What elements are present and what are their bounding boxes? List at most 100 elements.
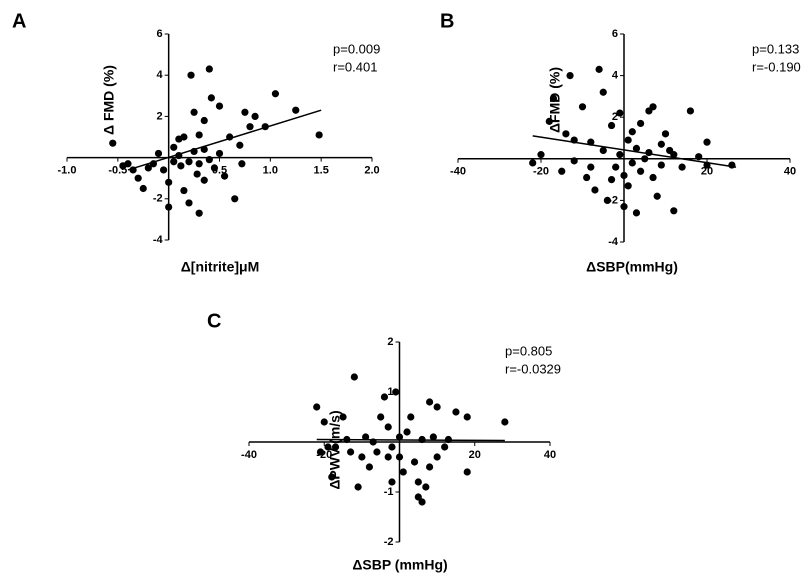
y-tick-label: 6 [157,28,163,40]
point [195,160,203,168]
point [185,199,193,207]
point [570,157,578,165]
point [195,131,203,139]
point [657,140,665,148]
point [238,160,246,168]
point [414,493,422,501]
point [463,413,471,421]
point [632,144,641,152]
point [607,176,616,184]
x-tick-label: -1.0 [58,165,77,177]
point [315,131,323,139]
annotation: r=-0.190 [752,59,801,74]
point [185,158,193,166]
y-tick-label: -4 [153,234,164,246]
point [320,418,328,426]
point [362,433,370,441]
x-tick-label: -40 [450,166,466,178]
point [365,463,373,471]
point [165,178,173,186]
point [144,164,152,172]
point [324,443,332,451]
point [661,130,670,138]
point [649,103,657,111]
point [246,123,254,131]
point [452,408,460,416]
point [529,159,537,167]
y-tick-label: -2 [153,193,163,205]
y-tick-label: -2 [384,536,394,548]
point [399,468,407,476]
point [395,433,404,441]
point [316,448,325,456]
point [599,88,607,96]
point [607,121,616,130]
y-tick-label: 1 [387,386,393,398]
fit-line [316,438,505,442]
point [220,172,229,180]
point [215,149,224,158]
point [595,65,603,73]
point [637,119,645,128]
point [215,102,224,110]
point [407,413,415,421]
point [422,483,430,491]
point [154,149,163,158]
point [292,106,300,114]
point [159,166,168,174]
annotation: p=0.009 [333,41,380,56]
point [200,176,208,184]
y-tick-label: 2 [387,336,393,348]
point [591,186,599,194]
point [109,139,117,147]
point [549,94,558,103]
point [599,146,607,155]
annotation: p=0.133 [752,41,799,56]
point [187,71,195,79]
point [180,186,188,195]
point [649,173,657,182]
point [190,108,198,116]
point [441,443,449,451]
point [624,182,632,190]
y-tick-label: 4 [612,70,619,82]
x-tick-label: 40 [544,449,556,461]
point [703,138,711,146]
point [384,453,392,461]
point [200,116,208,125]
y-tick-label: -2 [608,194,618,206]
point [637,167,645,175]
point [603,196,612,204]
annotation: r=0.401 [333,59,377,74]
point [358,453,366,461]
point [433,453,441,461]
point [566,72,574,80]
point [463,468,471,476]
point [641,155,649,163]
annotation: p=0.805 [505,343,552,358]
point [612,163,620,171]
y-axis-label: ΔPWV (m/s) [327,410,343,489]
point [403,428,411,436]
x-axis-label: Δ[nitrite]μM [181,259,260,275]
point [346,448,355,456]
panel-label: C [207,310,221,332]
point [180,133,188,141]
point [670,207,678,215]
y-tick-label: 6 [612,28,618,40]
point [139,184,147,193]
point [380,393,389,401]
point [562,130,570,138]
x-tick-label: 1.0 [263,165,278,177]
point [177,162,185,170]
point [657,161,665,169]
point [271,90,280,98]
point [241,108,249,116]
point [695,153,703,161]
point [616,109,624,117]
x-tick-label: 20 [469,449,481,461]
point [331,443,340,451]
point [653,192,661,200]
point [377,413,385,421]
